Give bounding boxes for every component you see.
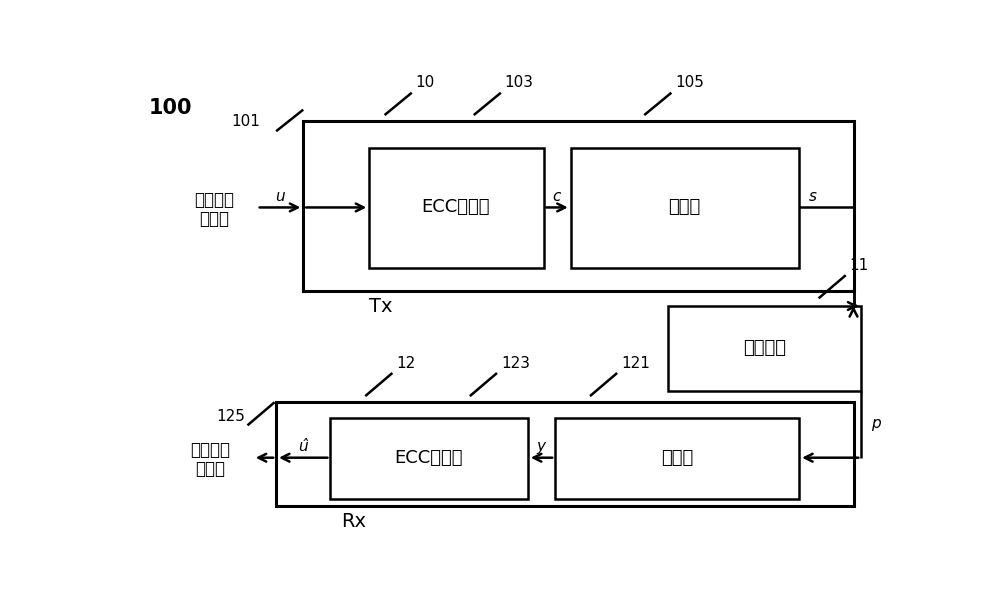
Text: 11: 11: [850, 258, 869, 273]
Text: 121: 121: [621, 356, 650, 371]
Text: 数字输出: 数字输出: [190, 441, 230, 459]
Text: 调制器: 调制器: [668, 199, 701, 216]
Bar: [555, 417, 799, 499]
Text: y: y: [537, 439, 546, 454]
Bar: [330, 417, 528, 499]
Text: c: c: [552, 189, 561, 204]
Text: p: p: [871, 416, 880, 431]
Text: ECC编码器: ECC编码器: [422, 199, 490, 216]
Text: 100: 100: [148, 98, 192, 118]
Text: s: s: [809, 189, 817, 204]
Bar: [303, 121, 854, 291]
Bar: [668, 306, 861, 391]
Bar: [276, 402, 854, 506]
Text: Rx: Rx: [341, 512, 366, 531]
Text: 103: 103: [505, 75, 534, 90]
Text: 传输信道: 传输信道: [743, 339, 786, 358]
Text: 105: 105: [675, 75, 704, 90]
Bar: [369, 148, 544, 267]
Text: 125: 125: [216, 409, 245, 424]
Text: 101: 101: [232, 114, 261, 129]
Text: 解调器: 解调器: [661, 449, 693, 467]
Text: 数据块: 数据块: [195, 460, 225, 478]
Text: Tx: Tx: [369, 296, 392, 315]
Text: 数字输入: 数字输入: [194, 191, 234, 209]
Text: u: u: [275, 189, 285, 204]
Bar: [571, 148, 799, 267]
Text: 12: 12: [396, 356, 416, 371]
Text: 123: 123: [501, 356, 530, 371]
Text: 10: 10: [416, 75, 435, 90]
Text: 数据块: 数据块: [199, 210, 229, 228]
Text: ECC解码器: ECC解码器: [395, 449, 463, 467]
Text: û: û: [298, 439, 308, 454]
